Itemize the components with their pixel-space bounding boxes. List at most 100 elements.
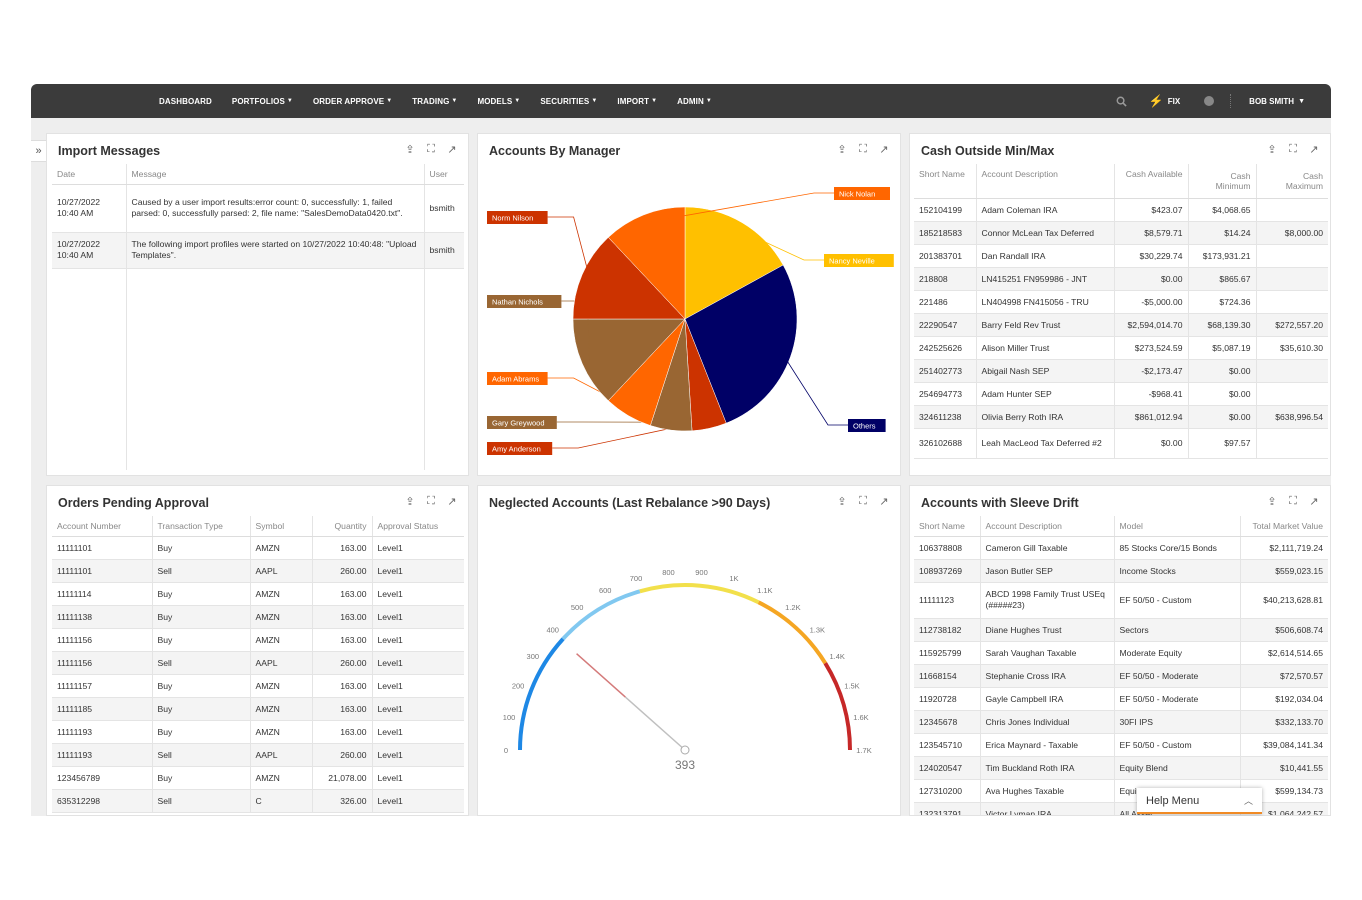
table-row[interactable]: 254694773 Adam Hunter SEP -$968.41 $0.00 xyxy=(914,382,1328,406)
gauge-needle xyxy=(624,696,686,751)
table-row[interactable]: 112738182 Diane Hughes Trust Sectors $506,6… xyxy=(914,618,1328,642)
column-header[interactable]: Short Name xyxy=(914,516,981,537)
column-header[interactable]: Message xyxy=(126,164,425,185)
table-row[interactable]: 11111123 ABCD 1998 Family Trust USEq (###… xyxy=(914,582,1328,619)
table-row[interactable]: 108937269 Jason Butler SEP Income Stocks $5… xyxy=(914,559,1328,583)
table-row[interactable]: 12345678 Chris Jones Individual 30FI IPS $3… xyxy=(914,710,1328,734)
table-row[interactable]: 127310200 Ava Hughes Taxable Equity $599,13… xyxy=(914,779,1328,803)
table-cell: $273,524.59 xyxy=(1114,336,1189,360)
table-cell xyxy=(1256,290,1328,314)
table-row[interactable]: 11111156 Buy AMZN 163.00 Level1 xyxy=(52,628,464,652)
column-header[interactable]: Model xyxy=(1114,516,1241,537)
table-cell: Level1 xyxy=(372,651,464,675)
table-cell: EF 50/50 - Custom xyxy=(1114,733,1241,757)
column-header[interactable]: Total Market Value xyxy=(1240,516,1328,537)
open-external-icon[interactable]: ↗ xyxy=(879,496,889,508)
open-external-icon[interactable]: ↗ xyxy=(1309,144,1319,156)
fix-status[interactable]: ⚡ FIX xyxy=(1148,94,1181,108)
sidebar-expand-button[interactable]: » xyxy=(31,140,47,162)
pie-slice-nick-nolan[interactable] xyxy=(607,206,686,320)
column-header[interactable]: Approval Status xyxy=(372,516,464,537)
user-menu[interactable]: BOB SMITH ▼ xyxy=(1249,96,1305,106)
table-row[interactable]: 11111114 Buy AMZN 163.00 Level1 xyxy=(52,582,464,606)
pie-slice-norm-nilson[interactable] xyxy=(572,237,686,320)
column-header[interactable]: Account Number xyxy=(52,516,153,537)
table-row[interactable]: 251402773 Abigail Nash SEP -$2,173.47 $0.00 xyxy=(914,359,1328,383)
column-header[interactable]: Account Description xyxy=(980,516,1115,537)
open-external-icon[interactable]: ↗ xyxy=(447,144,457,156)
table-row[interactable]: 635312298 Sell C 326.00 Level1 xyxy=(52,789,464,813)
column-header[interactable]: User xyxy=(424,164,464,185)
table-row[interactable]: 185218583 Connor McLean Tax Deferred $8,57… xyxy=(914,221,1328,245)
nav-order-approve[interactable]: ORDER APPROVE ▼ xyxy=(312,96,393,106)
column-header[interactable]: Cash Maximum xyxy=(1256,164,1328,199)
column-header[interactable]: Transaction Type xyxy=(152,516,251,537)
expand-icon[interactable]: ⛶ xyxy=(427,495,435,507)
table-row[interactable]: 11111157 Buy AMZN 163.00 Level1 xyxy=(52,674,464,698)
table-cell xyxy=(1256,198,1328,222)
table-row[interactable]: 326102688 Leah MacLeod Tax Deferred #2 $0.… xyxy=(914,428,1328,459)
search-icon[interactable] xyxy=(1116,96,1127,107)
pie-slice-nathan-nichols[interactable] xyxy=(572,318,686,401)
info-icon[interactable] xyxy=(1204,96,1215,106)
table-row[interactable]: 11111156 Sell AAPL 260.00 Level1 xyxy=(52,651,464,675)
table-row[interactable]: 123545710 Erica Maynard - Taxable EF 50/50… xyxy=(914,733,1328,757)
table-row[interactable]: 11111101 Buy AMZN 163.00 Level1 xyxy=(52,536,464,560)
nav-securities[interactable]: SECURITIES ▼ xyxy=(540,96,598,106)
table-row[interactable]: 106378808 Cameron Gill Taxable 85 Stocks C… xyxy=(914,536,1328,560)
table-row[interactable]: 218808 LN415251 FN959986 - JNT $0.00 $865.6… xyxy=(914,267,1328,291)
nav-import[interactable]: IMPORT ▼ xyxy=(617,96,658,106)
nav-models[interactable]: MODELS ▼ xyxy=(477,96,521,106)
panel-tools: ⇪ ⛶ ↗ xyxy=(836,495,890,508)
pie-slice-others[interactable] xyxy=(684,264,798,424)
share-icon[interactable]: ⇪ xyxy=(1267,496,1277,508)
nav-admin[interactable]: ADMIN ▼ xyxy=(677,96,712,106)
table-row[interactable]: 22290547 Barry Feld Rev Trust $2,594,014.7… xyxy=(914,313,1328,337)
share-icon[interactable]: ⇪ xyxy=(405,144,415,156)
nav-trading[interactable]: TRADING ▼ xyxy=(412,96,458,106)
nav-portfolios[interactable]: PORTFOLIOS ▼ xyxy=(231,96,293,106)
table-cell: Level1 xyxy=(372,559,464,583)
expand-icon[interactable]: ⛶ xyxy=(859,495,867,507)
column-header[interactable]: Short Name xyxy=(914,164,977,199)
open-external-icon[interactable]: ↗ xyxy=(447,496,457,508)
share-icon[interactable]: ⇪ xyxy=(405,496,415,508)
column-header[interactable]: Quantity xyxy=(312,516,373,537)
pie-slice-nancy-neville[interactable] xyxy=(684,206,784,320)
table-row[interactable]: 11920728 Gayle Campbell IRA EF 50/50 - Mod… xyxy=(914,687,1328,711)
table-row[interactable]: 11111138 Buy AMZN 163.00 Level1 xyxy=(52,605,464,629)
expand-icon[interactable]: ⛶ xyxy=(1289,495,1297,507)
table-row[interactable]: 11111193 Sell AAPL 260.00 Level1 xyxy=(52,743,464,767)
column-header[interactable]: Symbol xyxy=(250,516,313,537)
help-menu-button[interactable]: Help Menu ︿ xyxy=(1137,788,1262,814)
table-row[interactable]: 11668154 Stephanie Cross IRA EF 50/50 - Mo… xyxy=(914,664,1328,688)
table-row[interactable]: 10/27/2022 10:40 AM The following import… xyxy=(52,232,464,269)
share-icon[interactable]: ⇪ xyxy=(837,144,847,156)
expand-icon[interactable]: ⛶ xyxy=(1289,143,1297,155)
expand-icon[interactable]: ⛶ xyxy=(427,143,435,155)
expand-icon[interactable]: ⛶ xyxy=(859,143,867,155)
table-row[interactable]: 11111101 Sell AAPL 260.00 Level1 xyxy=(52,559,464,583)
column-header[interactable]: Account Description xyxy=(976,164,1115,199)
column-header[interactable]: Cash Minimum xyxy=(1188,164,1257,199)
table-row[interactable]: 11111193 Buy AMZN 163.00 Level1 xyxy=(52,720,464,744)
column-header[interactable]: Date xyxy=(52,164,127,185)
share-icon[interactable]: ⇪ xyxy=(1267,144,1277,156)
table-row[interactable]: 201383701 Dan Randall IRA $30,229.74 $173,9… xyxy=(914,244,1328,268)
table-row[interactable]: 124020547 Tim Buckland Roth IRA Equity Ble… xyxy=(914,756,1328,780)
table-cell: 11111193 xyxy=(52,743,153,767)
table-row[interactable]: 242525626 Alison Miller Trust $273,524.59 $… xyxy=(914,336,1328,360)
table-row[interactable]: 11111185 Buy AMZN 163.00 Level1 xyxy=(52,697,464,721)
table-row[interactable]: 10/27/2022 10:40 AM Caused by a user imp… xyxy=(52,184,464,233)
nav-dashboard[interactable]: DASHBOARD xyxy=(159,96,212,106)
table-row[interactable]: 221486 LN404998 FN415056 - TRU -$5,000.00 $… xyxy=(914,290,1328,314)
table-row[interactable]: 132313791 Victor Lyman IRA All Asset $1,064… xyxy=(914,802,1328,815)
table-row[interactable]: 115925799 Sarah Vaughan Taxable Moderate E… xyxy=(914,641,1328,665)
open-external-icon[interactable]: ↗ xyxy=(1309,496,1319,508)
column-header[interactable]: Cash Available xyxy=(1114,164,1189,199)
open-external-icon[interactable]: ↗ xyxy=(879,144,889,156)
table-row[interactable]: 152104199 Adam Coleman IRA $423.07 $4,068.6… xyxy=(914,198,1328,222)
table-row[interactable]: 123456789 Buy AMZN 21,078.00 Level1 xyxy=(52,766,464,790)
table-row[interactable]: 324611238 Olivia Berry Roth IRA $861,012.9… xyxy=(914,405,1328,429)
share-icon[interactable]: ⇪ xyxy=(837,496,847,508)
